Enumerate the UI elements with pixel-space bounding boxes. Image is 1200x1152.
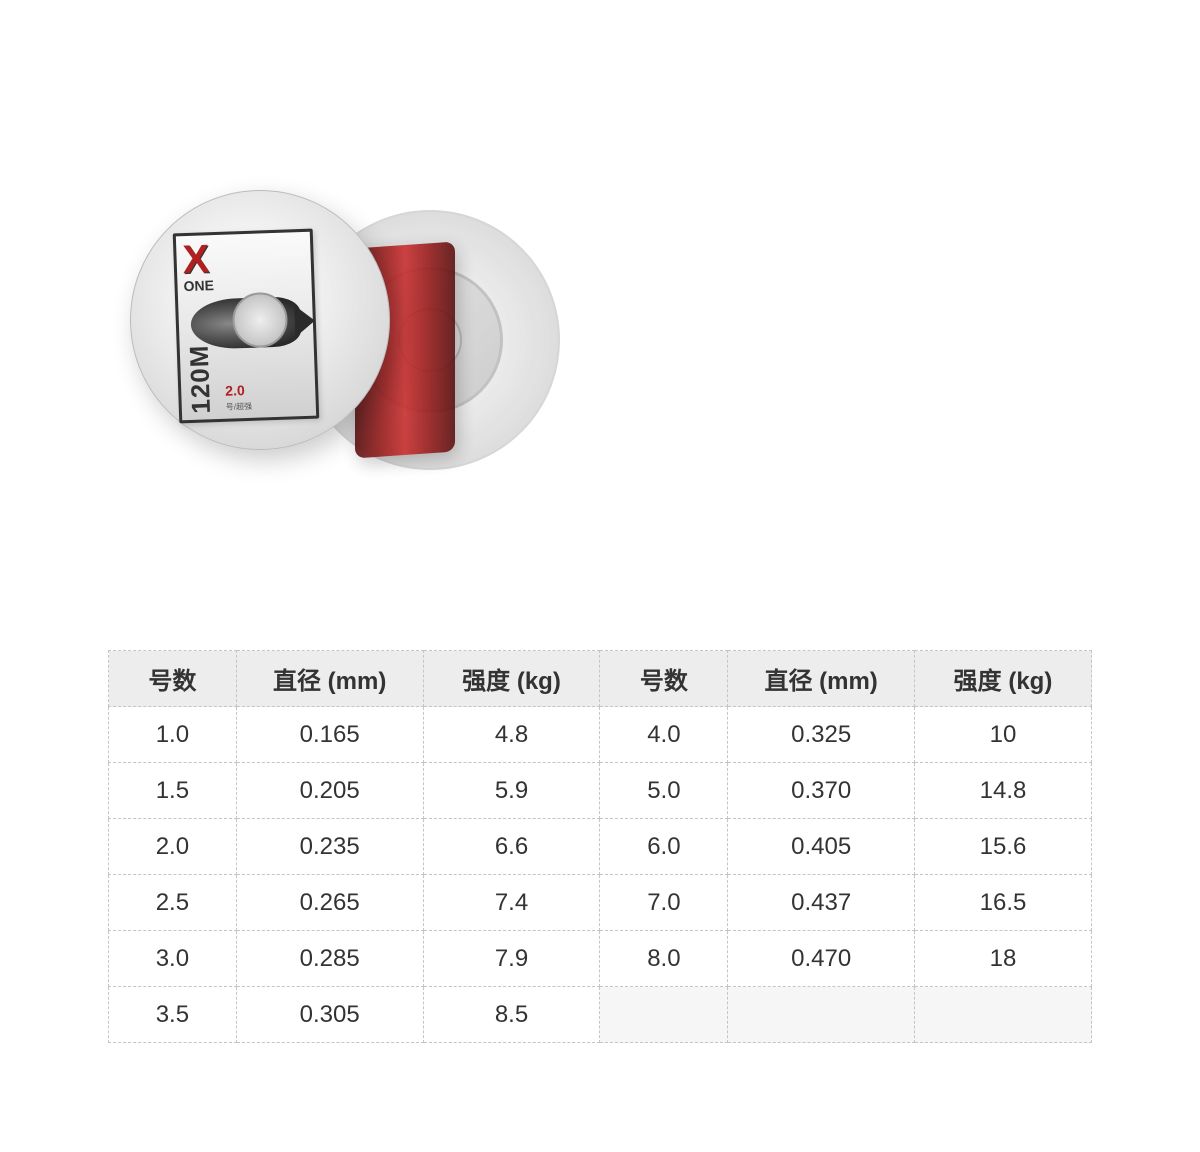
table-header-row: 号数 直径 (mm) 强度 (kg) 号数 直径 (mm) 强度 (kg) [109, 651, 1092, 707]
table-cell: 1.0 [109, 707, 237, 763]
table-cell: 3.0 [109, 931, 237, 987]
product-image: X ONE 120M 2.0 号/超强 [130, 170, 530, 570]
table-cell: 6.6 [423, 819, 600, 875]
length-label: 120M [184, 344, 217, 414]
table-cell: 3.5 [109, 987, 237, 1043]
table-row: 3.50.3058.5 [109, 987, 1092, 1043]
table-cell: 4.0 [600, 707, 728, 763]
table-cell: 0.437 [728, 875, 915, 931]
table-cell: 7.0 [600, 875, 728, 931]
table-header: 号数 [600, 651, 728, 707]
table-header: 强度 (kg) [915, 651, 1092, 707]
table-row: 2.00.2356.66.00.40515.6 [109, 819, 1092, 875]
table-cell: 2.5 [109, 875, 237, 931]
table-cell: 2.0 [109, 819, 237, 875]
spec-table: 号数 直径 (mm) 强度 (kg) 号数 直径 (mm) 强度 (kg) 1.… [108, 650, 1092, 1043]
table-cell: 0.405 [728, 819, 915, 875]
table-cell: 0.265 [236, 875, 423, 931]
table-cell: 5.9 [423, 763, 600, 819]
spec-value: 2.0 [225, 382, 245, 399]
table-cell: 0.235 [236, 819, 423, 875]
table-cell: 14.8 [915, 763, 1092, 819]
brand-x-logo: X [182, 243, 208, 276]
brand-one-text: ONE [183, 274, 305, 294]
table-header: 直径 (mm) [236, 651, 423, 707]
table-cell: 8.0 [600, 931, 728, 987]
table-cell: 0.325 [728, 707, 915, 763]
table-cell: 0.470 [728, 931, 915, 987]
table-row: 1.50.2055.95.00.37014.8 [109, 763, 1092, 819]
table-cell: 0.165 [236, 707, 423, 763]
table-header: 强度 (kg) [423, 651, 600, 707]
table-row: 1.00.1654.84.00.32510 [109, 707, 1092, 763]
table-row: 2.50.2657.47.00.43716.5 [109, 875, 1092, 931]
table-cell: 5.0 [600, 763, 728, 819]
table-cell: 8.5 [423, 987, 600, 1043]
table-cell: 6.0 [600, 819, 728, 875]
table-cell: 7.9 [423, 931, 600, 987]
spool-front: X ONE 120M 2.0 号/超强 [130, 190, 390, 450]
table-body: 1.00.1654.84.00.325101.50.2055.95.00.370… [109, 707, 1092, 1043]
table-header: 号数 [109, 651, 237, 707]
spec-subtext: 号/超强 [226, 401, 253, 413]
table-cell: 16.5 [915, 875, 1092, 931]
table-header: 直径 (mm) [728, 651, 915, 707]
table-cell: 4.8 [423, 707, 600, 763]
table-cell [915, 987, 1092, 1043]
table-cell: 7.4 [423, 875, 600, 931]
table-cell: 1.5 [109, 763, 237, 819]
table-cell: 15.6 [915, 819, 1092, 875]
table-cell: 0.305 [236, 987, 423, 1043]
spool-hub [233, 293, 288, 348]
table-cell: 18 [915, 931, 1092, 987]
table-cell: 0.370 [728, 763, 915, 819]
table-cell [728, 987, 915, 1043]
table-cell: 0.285 [236, 931, 423, 987]
table-cell [600, 987, 728, 1043]
table-row: 3.00.2857.98.00.47018 [109, 931, 1092, 987]
table-cell: 0.205 [236, 763, 423, 819]
spec-table-container: 号数 直径 (mm) 强度 (kg) 号数 直径 (mm) 强度 (kg) 1.… [108, 650, 1092, 1043]
table-cell: 10 [915, 707, 1092, 763]
